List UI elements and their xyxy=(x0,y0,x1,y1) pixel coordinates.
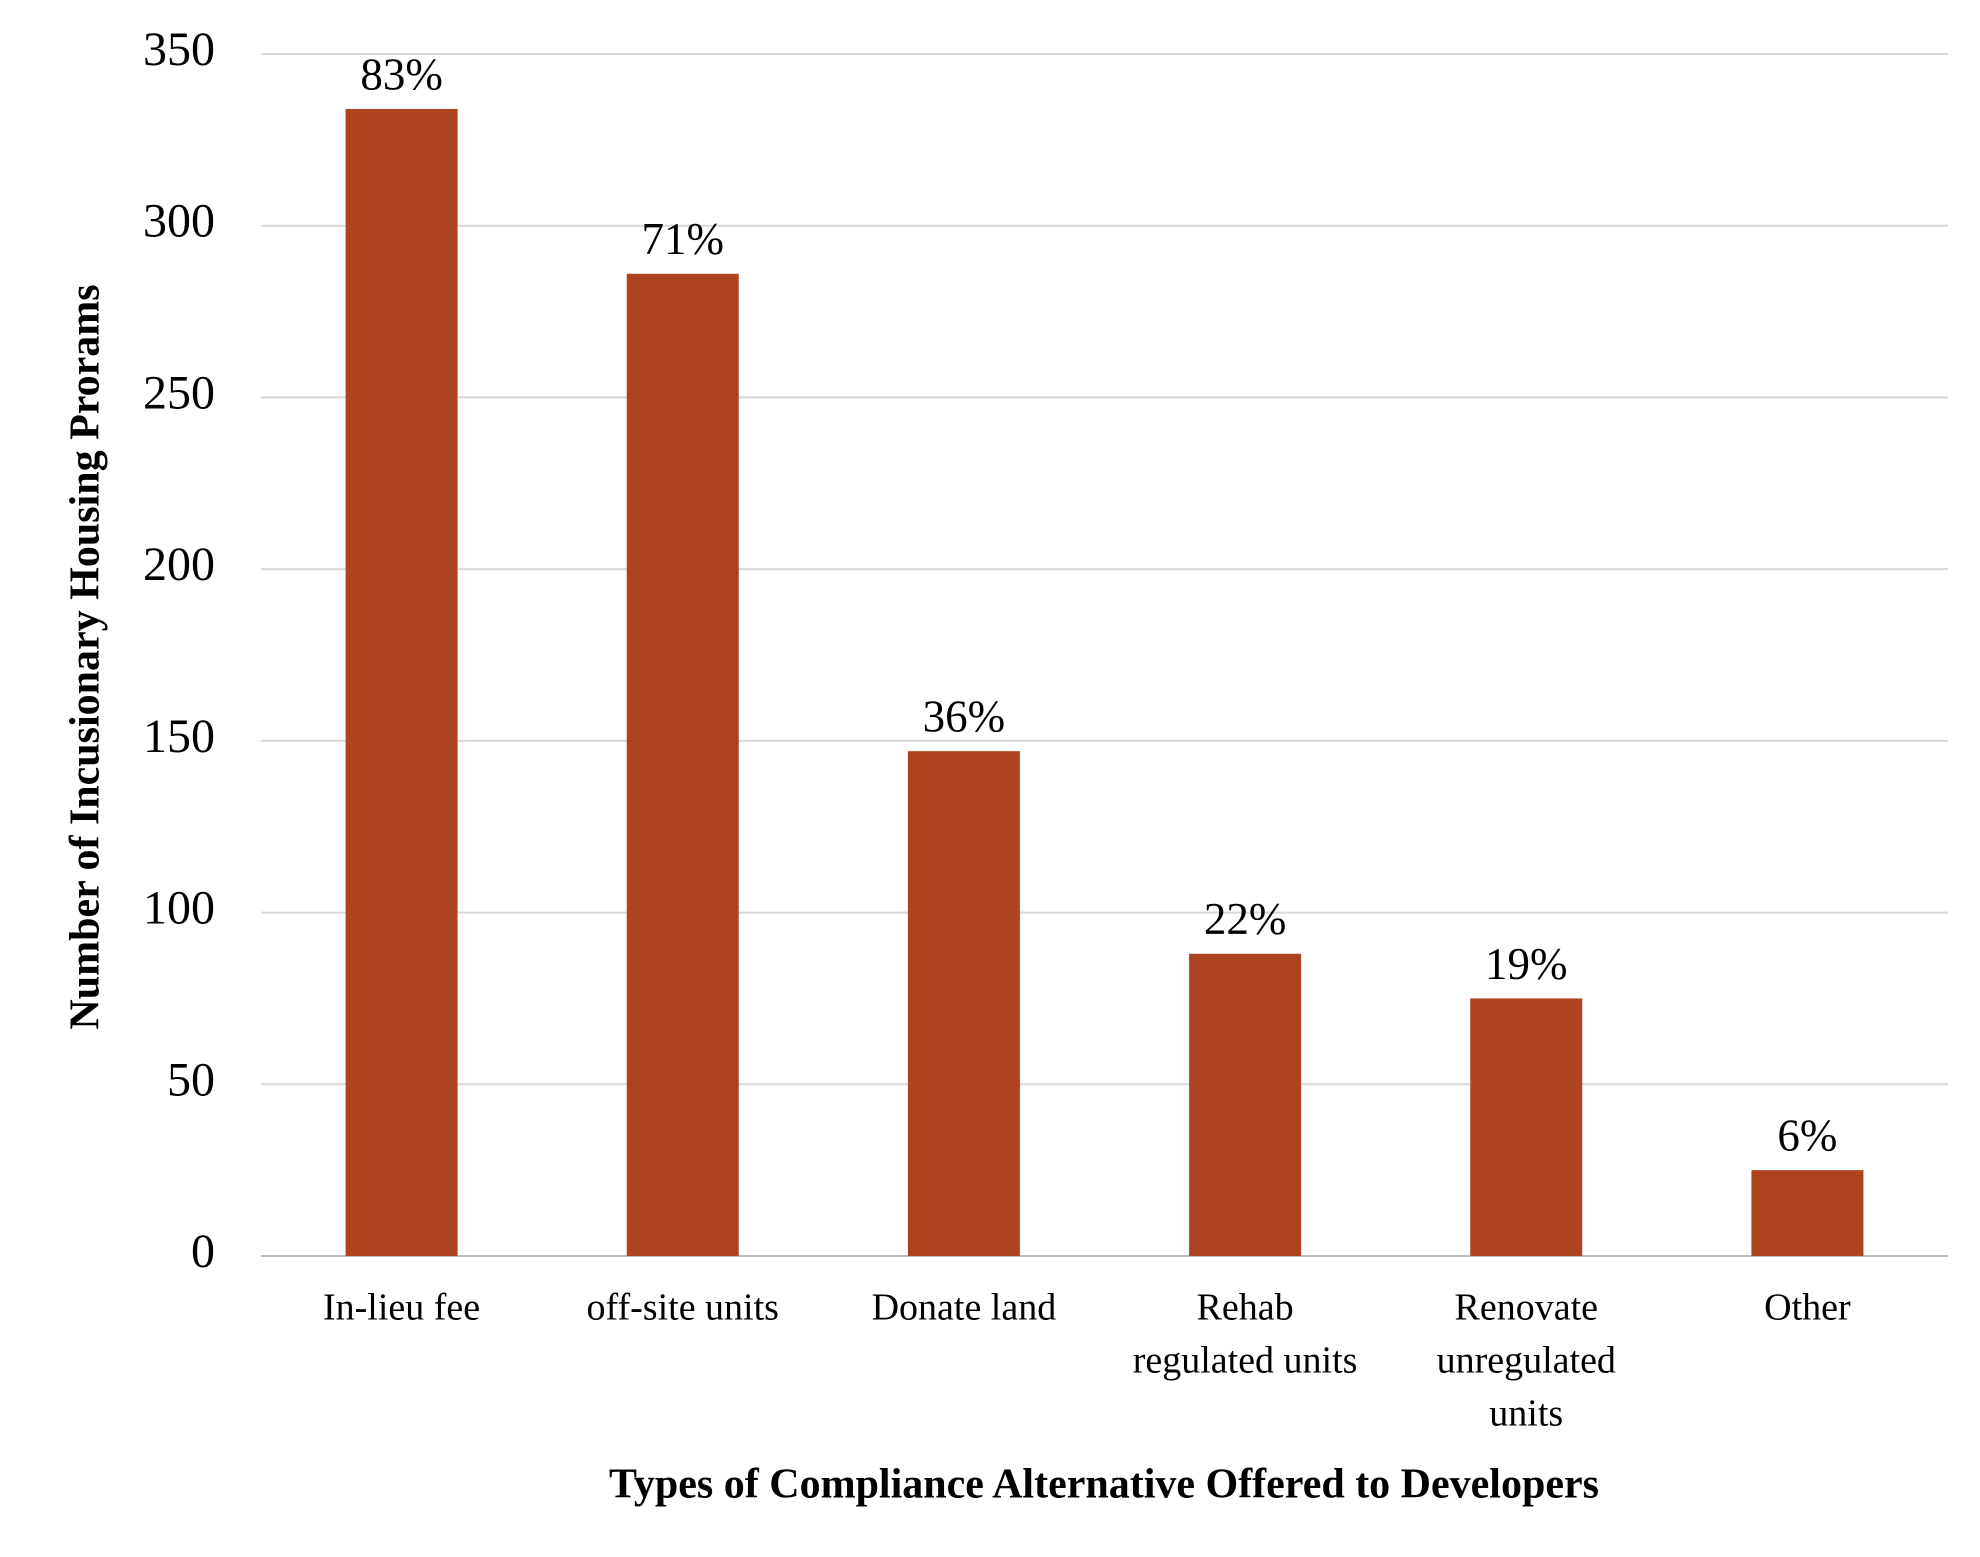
y-tick-label: 250 xyxy=(143,366,215,419)
bar xyxy=(907,751,1020,1256)
y-tick-label: 200 xyxy=(143,538,215,591)
data-label: 36% xyxy=(923,691,1006,741)
x-tick-label: Donate land xyxy=(872,1287,1057,1329)
x-tick-label: Renovate xyxy=(1454,1287,1598,1329)
data-label: 22% xyxy=(1204,894,1287,944)
data-label: 6% xyxy=(1777,1110,1837,1160)
x-tick-label: In-lieu fee xyxy=(323,1287,480,1329)
x-tick-label: unregulated xyxy=(1437,1340,1616,1382)
y-tick-label: 300 xyxy=(143,195,215,248)
x-tick-label: Other xyxy=(1764,1287,1851,1329)
y-tick-label: 50 xyxy=(167,1053,215,1106)
y-tick-label: 0 xyxy=(191,1225,215,1278)
data-label: 83% xyxy=(360,49,443,99)
y-tick-label: 350 xyxy=(143,23,215,76)
x-tick-label: units xyxy=(1489,1393,1563,1435)
bar xyxy=(626,273,739,1256)
bar xyxy=(1470,998,1583,1256)
y-axis-title: Number of Incusionary Housing Prorams xyxy=(63,284,109,1029)
x-axis-title: Types of Compliance Alternative Offered … xyxy=(609,1462,1599,1508)
x-tick-label: off-site units xyxy=(587,1287,779,1329)
bar xyxy=(1189,953,1302,1256)
data-label: 19% xyxy=(1485,939,1568,989)
x-tick-label: Rehab xyxy=(1197,1287,1294,1329)
y-tick-label: 150 xyxy=(143,710,215,763)
data-label: 71% xyxy=(642,214,725,264)
bar xyxy=(345,108,458,1256)
bar xyxy=(1751,1170,1864,1256)
x-tick-label: regulated units xyxy=(1133,1340,1358,1382)
y-tick-label: 100 xyxy=(143,882,215,935)
